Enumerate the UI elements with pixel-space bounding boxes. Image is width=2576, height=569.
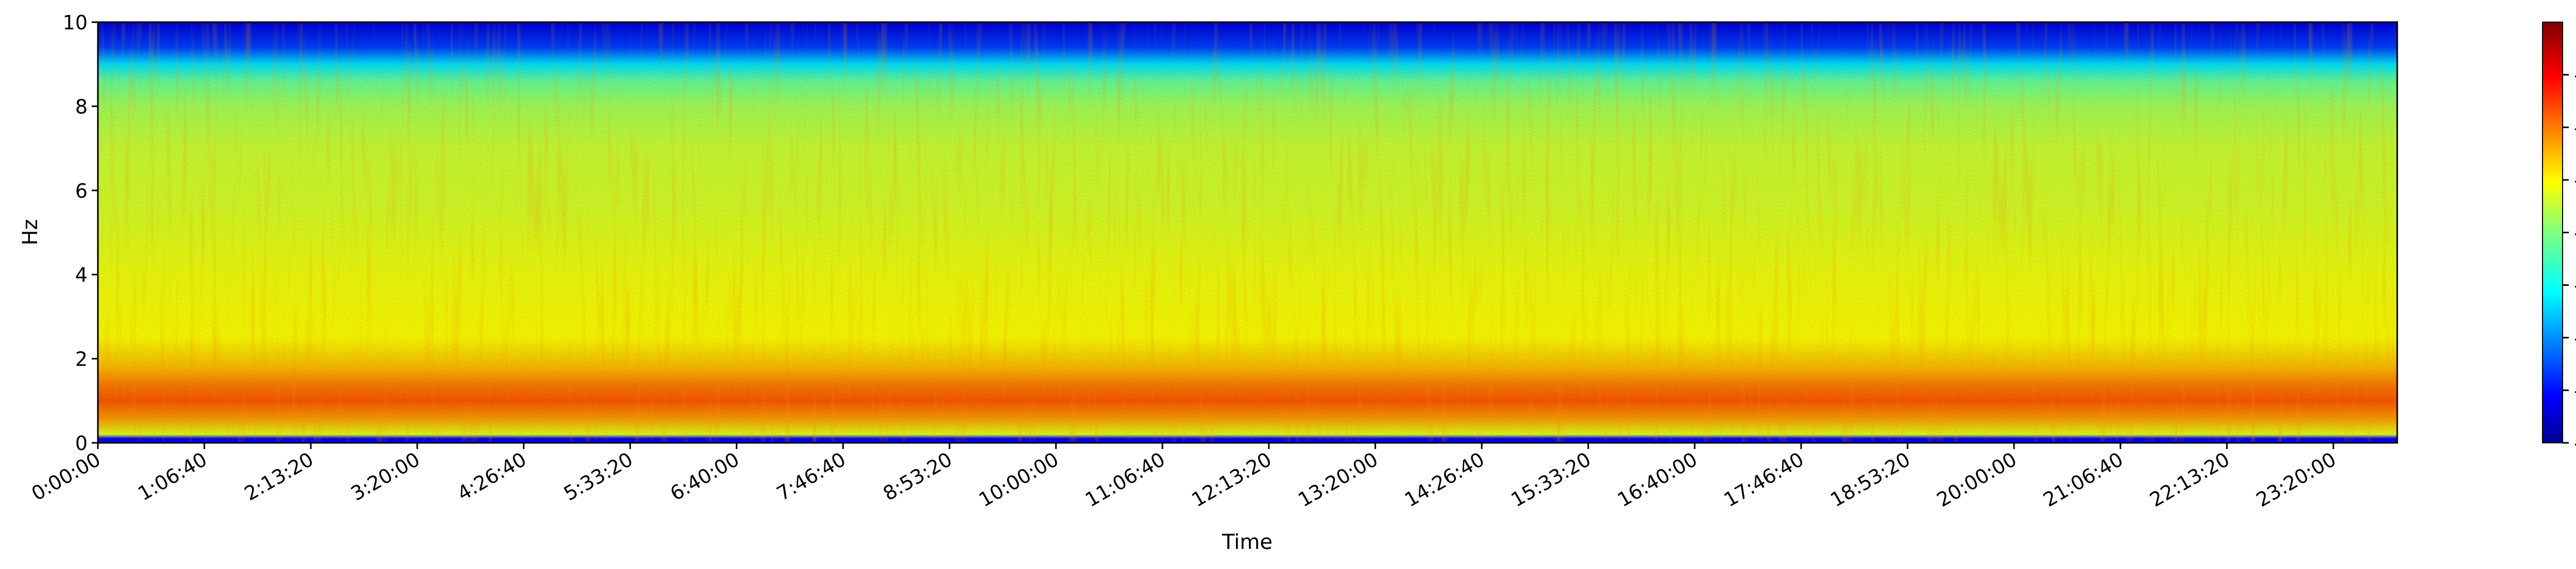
colorbar-tick-label: -20 dB — [2574, 116, 2576, 139]
y-tick-label: 10 — [63, 11, 88, 34]
x-axis-label: Time — [1222, 530, 1273, 554]
x-tick-label: 21:06:40 — [2039, 448, 2127, 511]
x-tick-label: 6:40:00 — [666, 448, 743, 505]
x-tick-label: 12:13:20 — [1188, 448, 1276, 511]
x-tick-label: 16:40:00 — [1614, 448, 1701, 511]
x-tick-label: 0:00:00 — [28, 448, 105, 505]
plot-frame — [97, 21, 2398, 444]
x-tick-label: 11:06:40 — [1081, 448, 1169, 511]
x-tick-label: 15:33:20 — [1507, 448, 1595, 511]
colorbar-gradient — [2543, 22, 2563, 443]
x-tick-label: 17:46:40 — [1720, 448, 1808, 511]
x-tick-label: 14:26:40 — [1401, 448, 1488, 511]
x-tick-label: 10:00:00 — [975, 448, 1062, 511]
colorbar-ticks: -10 dB -20 dB -30 dB -40 dB -50 dB -60 dB -70 … — [2563, 64, 2576, 455]
y-axis: 0 2 4 6 8 10 — [63, 11, 98, 455]
x-tick-label: 18:53:20 — [1826, 448, 1914, 511]
x-tick-label: 5:33:20 — [560, 448, 637, 505]
x-tick-label: 4:26:40 — [453, 448, 530, 505]
colorbar-tick-label: -70 dB — [2574, 380, 2576, 402]
colorbar-tick-label: -50 dB — [2574, 274, 2576, 297]
y-tick-label: 8 — [75, 95, 88, 118]
y-tick-label: 2 — [75, 348, 88, 371]
x-tick-label: 2:13:20 — [241, 448, 317, 505]
y-axis-label: Hz — [19, 219, 42, 245]
x-tick-label: 3:20:00 — [347, 448, 423, 505]
x-tick-label: 1:06:40 — [134, 448, 211, 505]
x-tick-label: 23:20:00 — [2252, 448, 2340, 511]
y-tick-label: 6 — [75, 180, 88, 202]
colorbar-tick-label: -30 dB — [2574, 169, 2576, 192]
x-axis: 0:00:00 1:06:40 2:13:20 3:20:00 4:26:40 5:33:… — [28, 443, 2340, 511]
y-tick-label: 0 — [75, 432, 88, 455]
colorbar-tick-label: -40 dB — [2574, 222, 2576, 245]
x-tick-label: 20:00:00 — [1933, 448, 2021, 511]
x-tick-label: 7:46:40 — [773, 448, 850, 505]
x-tick-label: 8:53:20 — [879, 448, 956, 505]
colorbar-tick-label: -10 dB — [2574, 64, 2576, 87]
colorbar-tick-label: -80 dB — [2574, 432, 2576, 455]
y-tick-label: 4 — [75, 264, 88, 286]
spectrogram-speckle-texture — [98, 22, 2397, 443]
colorbar — [2542, 22, 2563, 443]
colorbar-tick-label: -60 dB — [2574, 327, 2576, 350]
x-tick-label: 13:20:00 — [1294, 448, 1382, 511]
plot-area — [97, 21, 2398, 444]
x-tick-label: 22:13:20 — [2146, 448, 2233, 511]
